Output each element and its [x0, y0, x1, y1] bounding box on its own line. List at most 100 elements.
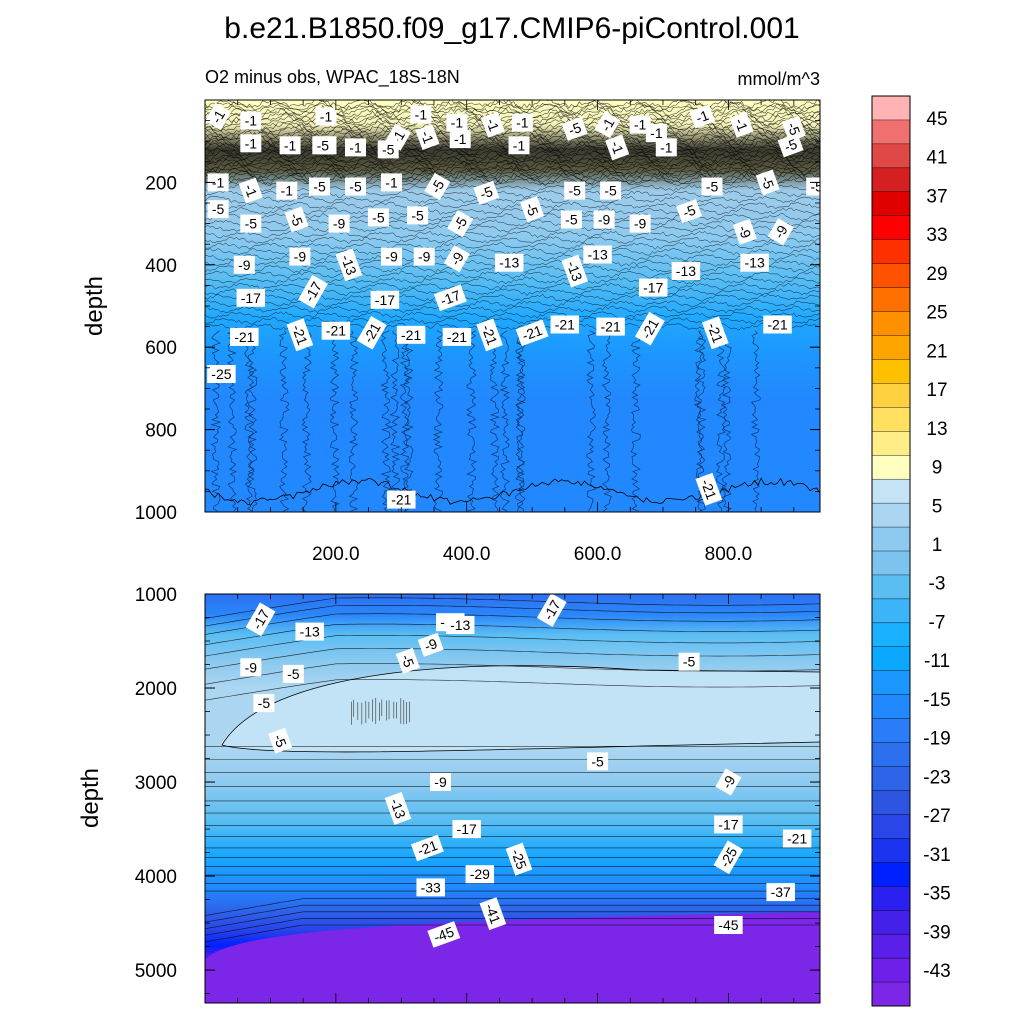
contour-label: -5 — [473, 180, 500, 205]
contour-label-box — [476, 318, 503, 352]
contour-line — [205, 201, 820, 210]
contour-label-box — [279, 136, 301, 155]
contour-label-box — [596, 317, 625, 336]
contour-label-text: -9 — [422, 635, 439, 654]
contour-label-text: -5 — [212, 201, 225, 217]
contour-label: -9 — [593, 210, 615, 229]
contour-label-box — [695, 472, 723, 506]
y-tick-label: 4000 — [135, 867, 177, 888]
contour-line — [205, 311, 820, 320]
contour-label-text: -1 — [284, 137, 297, 153]
contour-label: -1 — [689, 104, 716, 129]
contour-label-text: -5 — [565, 212, 578, 228]
contour-label-box — [276, 181, 298, 200]
contour-line — [205, 613, 820, 635]
contour-label-box — [328, 214, 350, 233]
contour-label: -41 — [479, 897, 507, 931]
y-tick-label: 5000 — [135, 961, 177, 982]
contour-line — [432, 330, 444, 512]
lower-y-axis-label: depth — [77, 768, 104, 828]
contour-label-text: -5 — [382, 141, 395, 157]
colorbar: 45 41 37 33 29 25 21 17 13 9 5 1 -3 -7 -11 -15 -19 -23 -27… — [871, 95, 951, 1007]
contour-label-box — [433, 284, 467, 312]
upper-contour-labels: -1-1-1-1-1-1-1-1-1-1-1-1-1-1-1-1-1-1-5-1… — [205, 102, 823, 509]
contour-line — [205, 241, 820, 250]
contour-label-box — [253, 694, 275, 713]
contour-line — [205, 167, 820, 178]
contour-line — [205, 236, 820, 245]
contour-label-box — [715, 768, 742, 796]
colorbar-swatch — [871, 287, 911, 313]
contour-label: -33 — [416, 878, 445, 897]
colorbar-label: -35 — [923, 884, 950, 905]
contour-label-text: -1 — [418, 129, 437, 146]
contour-line — [389, 330, 401, 512]
contour-label-box — [370, 290, 400, 309]
colorbar-label: -23 — [923, 767, 950, 788]
lower-ticks: 1000 2000 3000 4000 5000 — [135, 585, 820, 1003]
contour-label-text: -17 — [375, 292, 395, 308]
colorbar-swatch — [871, 646, 911, 672]
contour-label-text: -1 — [732, 116, 751, 133]
contour-label-text: -1 — [454, 131, 467, 147]
colorbar-label: 45 — [926, 109, 947, 130]
contour-label-box — [561, 116, 588, 141]
contour-label-text: -1 — [415, 106, 428, 122]
contour-label-text: -13 — [450, 617, 470, 633]
contour-label: -5 — [207, 200, 229, 219]
contour-line — [403, 330, 414, 512]
contour-label: -9 — [381, 247, 402, 266]
contour-label-text: -5 — [810, 179, 823, 195]
contour-line — [721, 330, 733, 512]
contour-label-text: -29 — [470, 866, 490, 882]
colorbar-label: 33 — [926, 225, 947, 246]
contour-label: -5 — [367, 208, 389, 227]
colorbar-label: 1 — [932, 535, 943, 556]
colorbar-label: -3 — [929, 574, 946, 595]
contour-line — [205, 159, 820, 171]
contour-label-text: -5 — [313, 179, 326, 195]
contour-label: -9 — [233, 255, 255, 274]
colorbar-swatch — [871, 263, 911, 289]
contour-label: -9 — [328, 214, 350, 233]
contour-label: -13 — [671, 262, 701, 280]
x-tick-label: 800.0 — [705, 544, 753, 565]
contour-label: -21 — [695, 472, 723, 506]
contour-label-box — [309, 177, 330, 196]
contour-label-box — [381, 247, 402, 266]
contour-label-text: -1 — [608, 139, 627, 156]
colorbar-frame — [871, 95, 911, 1007]
contour-line — [205, 110, 820, 122]
contour-line — [205, 904, 820, 923]
contour-label-box — [782, 829, 812, 848]
contour-line — [205, 102, 820, 114]
contour-label: -9 — [289, 247, 311, 266]
contour-label-text: -33 — [421, 879, 441, 895]
contour-label-text: -5 — [604, 183, 617, 199]
contour-line — [205, 207, 820, 216]
lower-core-region — [220, 665, 820, 752]
colorbar-label: -19 — [923, 729, 950, 750]
contour-label: -45 — [714, 916, 743, 934]
contour-label-box — [410, 105, 432, 124]
contour-label: -21 — [321, 321, 351, 340]
contour-label-text: -21 — [391, 492, 411, 508]
colorbar-swatch — [871, 526, 911, 552]
colorbar-swatch — [871, 119, 911, 145]
contour-label: -37 — [766, 883, 795, 902]
contour-label-text: -13 — [744, 255, 764, 271]
contour-label: -1 — [511, 113, 533, 132]
contour-label: -5 — [806, 177, 823, 196]
contour-label-box — [446, 113, 468, 132]
contour-label-text: -9 — [418, 249, 431, 265]
contour-line — [399, 330, 411, 512]
contour-label-box — [634, 311, 665, 346]
contour-label-box — [240, 134, 262, 153]
contour-label: -5 — [395, 647, 420, 674]
contour-label-box — [315, 107, 337, 126]
contour-line — [586, 330, 597, 512]
contour-label-box — [233, 255, 255, 274]
contour-label: -17 — [236, 288, 266, 307]
contour-label: -5 — [345, 177, 366, 196]
